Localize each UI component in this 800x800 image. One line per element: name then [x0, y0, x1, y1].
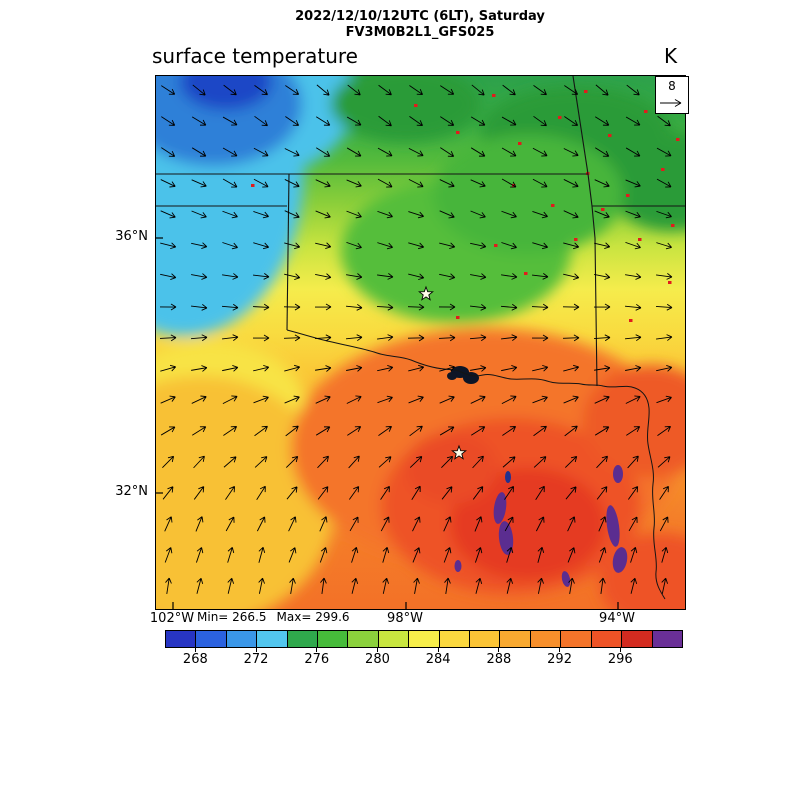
colorbar-tick-label: 296 [607, 652, 633, 667]
lon-label-98w: 98°W [387, 611, 423, 626]
colorbar-tick-label: 268 [182, 652, 208, 667]
colorbar-segment [377, 631, 409, 647]
colorbar-tick [194, 648, 196, 652]
lon-label-102w: 102°W [149, 611, 195, 626]
colorbar-tick-label: 288 [486, 652, 512, 667]
colorbar-segment [195, 631, 226, 647]
station-stars [418, 285, 467, 460]
colorbar-tick [316, 648, 318, 652]
map-frame [155, 75, 686, 610]
lat-label-36n: 36°N [115, 229, 148, 244]
temperature-map [156, 76, 685, 609]
colorbar-tick [619, 648, 621, 652]
colorbar-tick-label: 280 [365, 652, 390, 667]
min-value: Min= 266.5 [197, 610, 267, 624]
model-label: FV3M0B2L1_GFS025 [345, 25, 495, 40]
red-river [286, 329, 666, 600]
state-boundaries [156, 76, 685, 387]
colorbar-segment [651, 631, 682, 647]
colorbar-segment [590, 631, 622, 647]
lon-label-94w: 94°W [599, 611, 635, 626]
colorbar-tick [498, 648, 500, 652]
colorbar-tick [376, 648, 378, 652]
colorbar-segment [529, 631, 561, 647]
colorbar-tick [559, 648, 561, 652]
units-label: K [664, 44, 678, 68]
colorbar-tick [255, 648, 257, 652]
colorbar [165, 630, 683, 648]
colorbar-segment [225, 631, 257, 647]
minmax-stats: Min= 266.5 Max= 299.6 [197, 610, 350, 624]
lat-label-32n: 32°N [115, 484, 148, 499]
valid-time-label: 2022/12/10/12UTC (6LT), Saturday [295, 9, 545, 24]
colorbar-segment [256, 631, 287, 647]
colorbar-segment [166, 631, 196, 647]
colorbar-segment [347, 631, 378, 647]
wind-vectors [159, 84, 673, 594]
colorbar-tick-label: 276 [304, 652, 330, 667]
colorbar-segment [469, 631, 500, 647]
colorbar-tick-label: 292 [547, 652, 572, 667]
colorbar-tick-label: 272 [243, 652, 269, 667]
wind-reference-value: 8 [668, 79, 676, 93]
wind-reference-arrow-icon [660, 99, 682, 107]
colorbar-tick-labels: 268 272 276 280 284 288 292 296 [165, 648, 681, 670]
plot-title: surface temperature [152, 44, 358, 68]
colorbar-segment [499, 631, 530, 647]
colorbar-segment [621, 631, 652, 647]
lake-spots [454, 465, 628, 587]
colorbar-tick-label: 284 [425, 652, 451, 667]
colorbar-segment [560, 631, 591, 647]
axis-ticks [156, 237, 619, 609]
colorbar-segment [286, 631, 318, 647]
colorbar-segment [317, 631, 348, 647]
colorbar-segment [408, 631, 439, 647]
wind-reference-box: 8 [655, 76, 689, 114]
colorbar-segment [438, 631, 470, 647]
max-value: Max= 299.6 [276, 610, 350, 624]
colorbar-tick [437, 648, 439, 652]
